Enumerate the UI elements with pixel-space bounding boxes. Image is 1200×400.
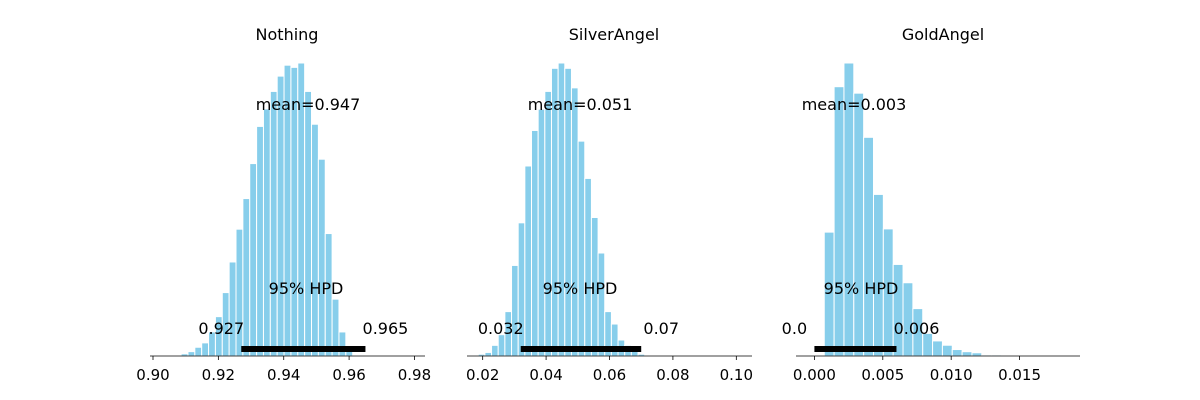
histogram-bar (317, 158, 326, 357)
mean-label: mean=0.947 (256, 95, 361, 114)
panel-title: GoldAngel (902, 25, 984, 44)
histogram-bar (941, 344, 953, 357)
x-tick-label: 0.90 (136, 366, 169, 384)
x-tick-label: 0.96 (332, 366, 365, 384)
x-tick-label: 0.10 (720, 366, 753, 384)
panel-title: SilverAngel (569, 25, 659, 44)
panel-goldangel: GoldAngel 0.000 0.005 0.010 0.015 mean=0.00… (782, 25, 1080, 384)
x-tick-label: 0.06 (593, 366, 626, 384)
panel-silverangel: SilverAngel 0.02 0.04 0.06 0.08 0.10 mean=0.… (466, 25, 753, 384)
hpd-high-label: 0.965 (363, 319, 409, 338)
histogram-bar (187, 351, 196, 357)
histogram-bars (823, 62, 1003, 357)
histogram-bar (544, 90, 552, 357)
histogram-bars (180, 62, 354, 357)
hpd-interval-bar (814, 346, 897, 352)
histogram-bar (853, 92, 865, 357)
histogram-bar (256, 125, 264, 357)
hpd-interval-bar (241, 346, 366, 352)
panel-title: Nothing (256, 25, 319, 44)
x-tick-label: 0.010 (930, 366, 973, 384)
histogram-bar (228, 261, 237, 357)
hpd-label: 95% HPD (269, 279, 344, 298)
hpd-interval-bar (520, 346, 642, 352)
histogram-bar (537, 108, 546, 357)
hpd-label: 95% HPD (824, 279, 899, 298)
histogram-bar (484, 351, 493, 357)
histogram-bar (269, 90, 278, 357)
histogram-bar (511, 264, 519, 357)
histogram-bar (262, 108, 271, 357)
histogram-bar (194, 346, 203, 357)
hpd-high-label: 0.006 (894, 319, 940, 338)
x-axis-ticks: 0.02 0.04 0.06 0.08 0.10 (466, 356, 753, 384)
histogram-bar (597, 252, 606, 357)
histogram-bar (491, 344, 499, 357)
histogram-bar (531, 129, 539, 357)
histogram-bar (951, 349, 963, 357)
x-tick-label: 0.92 (202, 366, 235, 384)
histogram-bar (971, 352, 983, 357)
histogram-bar (577, 140, 586, 357)
x-tick-label: 0.02 (466, 366, 499, 384)
x-tick-label: 0.04 (529, 366, 562, 384)
histogram-bar (304, 90, 313, 357)
histogram-bar (872, 193, 884, 357)
histogram-bar (201, 342, 210, 357)
histogram-bar (584, 177, 592, 357)
histogram-bar (932, 340, 943, 357)
x-tick-label: 0.000 (793, 366, 836, 384)
histogram-bar (570, 87, 579, 357)
x-axis-ticks: 0.90 0.92 0.94 0.96 0.98 (136, 356, 431, 384)
x-tick-label: 0.94 (267, 366, 300, 384)
histogram-bar (249, 163, 258, 357)
histogram-bar (338, 331, 347, 357)
x-tick-label: 0.005 (861, 366, 904, 384)
hpd-low-label: 0.927 (198, 319, 244, 338)
hpd-low-label: 0.032 (478, 319, 524, 338)
histogram-bar (833, 86, 845, 357)
histogram-bars (477, 62, 646, 357)
x-tick-label: 0.015 (998, 366, 1041, 384)
hpd-label: 95% HPD (543, 279, 618, 298)
x-axis-ticks: 0.000 0.005 0.010 0.015 (793, 356, 1041, 384)
histogram-bar (863, 136, 874, 357)
histogram-bar (524, 165, 533, 357)
x-tick-label: 0.98 (398, 366, 431, 384)
histogram-bar (961, 351, 973, 357)
mean-label: mean=0.003 (802, 95, 907, 114)
x-tick-label: 0.08 (656, 366, 689, 384)
mean-label: mean=0.051 (528, 95, 633, 114)
histogram-bar (311, 123, 319, 357)
panel-nothing: Nothing 0.90 0.92 0.94 0.96 0.98 mean=0.947 … (136, 25, 431, 384)
hpd-high-label: 0.07 (643, 319, 679, 338)
histogram-bar (276, 75, 285, 357)
hpd-low-label: 0.0 (782, 319, 807, 338)
